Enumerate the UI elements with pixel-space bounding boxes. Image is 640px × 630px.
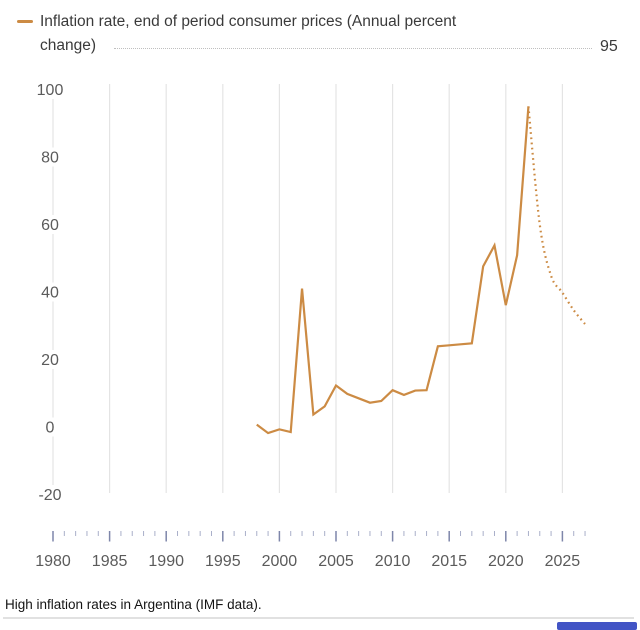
svg-text:2020: 2020 [488, 553, 524, 570]
legend-leader-dots [114, 48, 592, 49]
footer-divider [3, 617, 634, 619]
svg-text:40: 40 [41, 285, 59, 302]
series-line-projection[interactable] [527, 106, 586, 325]
svg-text:2000: 2000 [262, 553, 298, 570]
svg-text:20: 20 [41, 352, 59, 369]
svg-text:0: 0 [46, 420, 55, 437]
inflation-line-chart[interactable]: 1980 1985 1990 1995 2000 2005 2010 2015 2020 2025… [0, 0, 640, 595]
legend-latest-value: 95 [600, 38, 618, 55]
svg-text:1990: 1990 [148, 553, 184, 570]
svg-text:80: 80 [41, 150, 59, 167]
chart-caption: High inflation rates in Argentina (IMF d… [5, 597, 262, 612]
series-line-actual[interactable] [256, 106, 530, 435]
svg-text:60: 60 [41, 217, 59, 234]
legend-series-label: Inflation rate, end of period consumer p… [40, 13, 457, 54]
svg-text:1985: 1985 [92, 553, 128, 570]
timeline-progress-bar[interactable] [557, 622, 637, 630]
svg-text:1995: 1995 [205, 553, 241, 570]
x-axis-ticks [52, 531, 586, 542]
svg-text:100: 100 [37, 82, 64, 99]
svg-text:2015: 2015 [431, 553, 467, 570]
svg-text:1980: 1980 [35, 553, 71, 570]
svg-text:2005: 2005 [318, 553, 354, 570]
y-axis-labels: 100 80 60 40 20 0 -20 [31, 80, 69, 504]
gridlines [52, 84, 564, 493]
legend-series-dash-icon [17, 20, 33, 23]
x-axis-labels: 1980 1985 1990 1995 2000 2005 2010 2015 2020 2025 [35, 553, 580, 570]
svg-text:-20: -20 [38, 487, 61, 504]
svg-text:2025: 2025 [545, 553, 581, 570]
svg-text:2010: 2010 [375, 553, 411, 570]
